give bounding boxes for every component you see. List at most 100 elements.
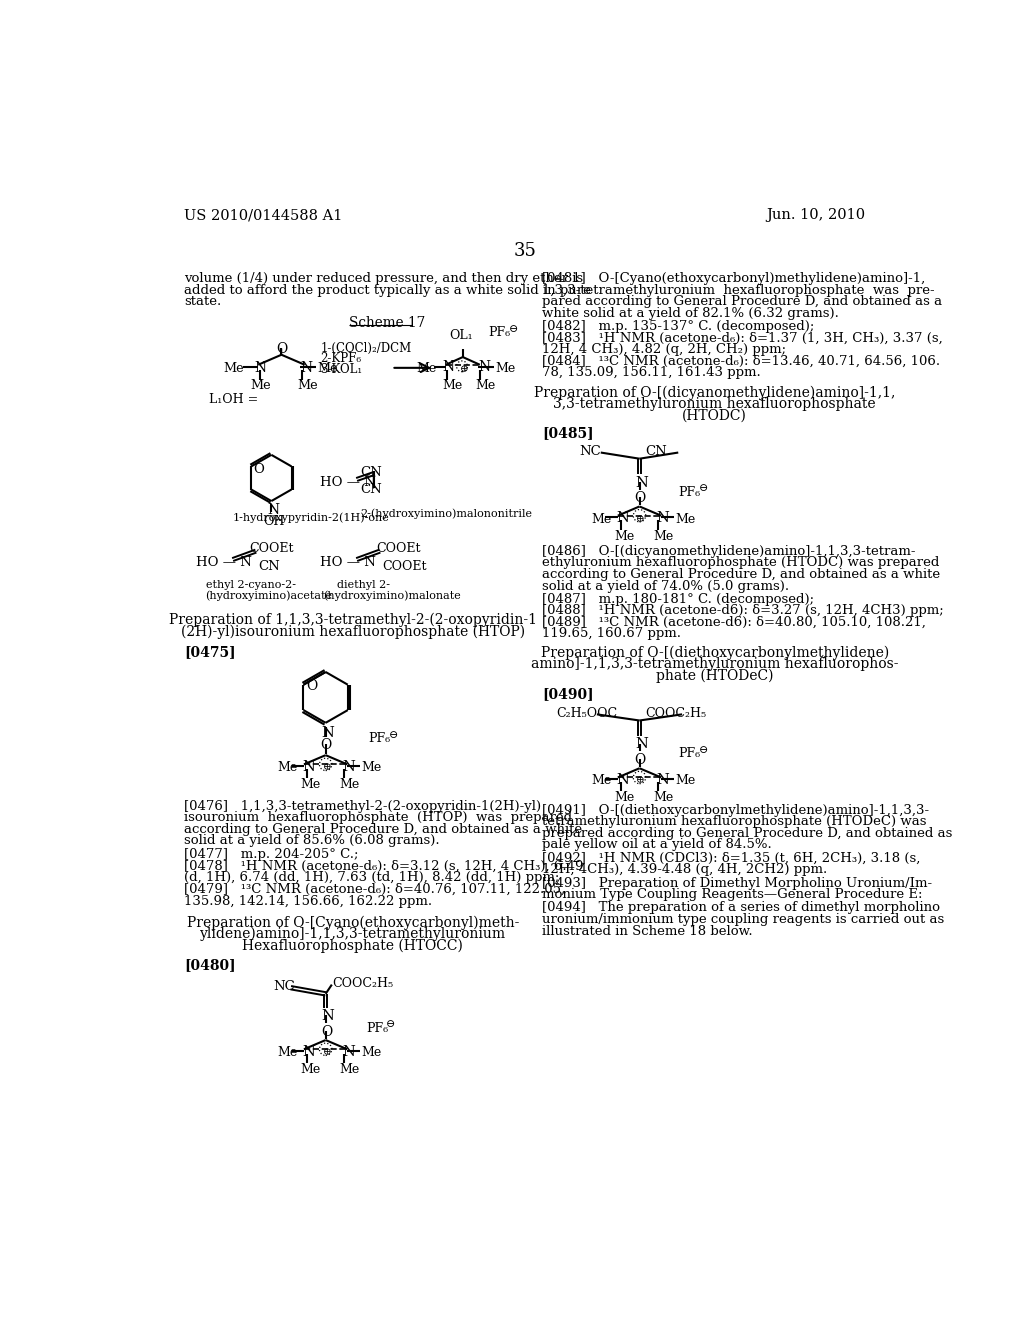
Text: N: N [616,774,629,787]
Text: PF₆: PF₆ [369,733,390,744]
Text: [0485]: [0485] [542,426,594,441]
Text: Me: Me [340,1063,359,1076]
Text: C₂H₅OOC: C₂H₅OOC [556,706,616,719]
Text: illustrated in Scheme 18 below.: illustrated in Scheme 18 below. [542,924,753,937]
Text: Preparation of O-[Cyano(ethoxycarbonyl)meth-: Preparation of O-[Cyano(ethoxycarbonyl)m… [186,915,519,929]
Text: US 2010/0144588 A1: US 2010/0144588 A1 [183,209,342,223]
Text: [0493]   Preparation of Dimethyl Morpholino Uronium/Im-: [0493] Preparation of Dimethyl Morpholin… [542,876,932,890]
Text: PF₆: PF₆ [488,326,511,339]
Text: [0479]   ¹³C NMR (acetone-d₆): δ=40.76, 107.11, 122.05,: [0479] ¹³C NMR (acetone-d₆): δ=40.76, 10… [183,883,565,896]
Text: Me: Me [496,363,516,375]
Text: [0482]   m.p. 135-137° C. (decomposed);: [0482] m.p. 135-137° C. (decomposed); [542,321,814,333]
Text: N: N [302,760,315,774]
Text: Me: Me [675,775,695,788]
Text: ethyluronium hexafluorophosphate (HTODC) was prepared: ethyluronium hexafluorophosphate (HTODC)… [542,557,939,569]
Text: NC: NC [273,979,295,993]
Text: N: N [478,360,490,374]
Text: according to General Procedure D, and obtained as a white: according to General Procedure D, and ob… [542,568,940,581]
Text: Preparation of 1,1,3,3-tetramethyl-2-(2-oxopyridin-1: Preparation of 1,1,3,3-tetramethyl-2-(2-… [169,612,537,627]
Text: [0476]   1,1,3,3-tetramethyl-2-(2-oxopyridin-1(2H)-yl): [0476] 1,1,3,3-tetramethyl-2-(2-oxopyrid… [183,800,541,813]
Text: O: O [322,1024,333,1039]
Text: 2-KPF₆: 2-KPF₆ [321,352,361,366]
Text: N: N [267,503,280,517]
Text: phate (HTODeC): phate (HTODeC) [656,669,773,684]
Text: Me: Me [614,792,635,804]
Text: 3,3-tetramethyluronium hexafluorophosphate: 3,3-tetramethyluronium hexafluorophospha… [553,397,876,411]
Text: [0484]   ¹³C NMR (acetone-d₆): δ=13.46, 40.71, 64.56, 106.: [0484] ¹³C NMR (acetone-d₆): δ=13.46, 40… [542,355,940,368]
Text: N: N [343,1044,355,1059]
Text: 12H, 4 CH₃), 4.82 (q, 2H, CH₂) ppm;: 12H, 4 CH₃), 4.82 (q, 2H, CH₂) ppm; [542,343,786,356]
Text: Me: Me [251,379,271,392]
Text: volume (1/4) under reduced pressure, and then dry ether is: volume (1/4) under reduced pressure, and… [183,272,583,285]
Text: Me: Me [475,379,496,392]
Text: according to General Procedure D, and obtained as a white: according to General Procedure D, and ob… [183,822,582,836]
Text: solid at a yield of 74.0% (5.0 grams).: solid at a yield of 74.0% (5.0 grams). [542,579,788,593]
Text: (HTODC): (HTODC) [682,409,748,422]
Text: ⊕: ⊕ [323,1048,332,1057]
Text: O: O [321,738,332,752]
Text: Hexafluorophosphate (HTOCC): Hexafluorophosphate (HTOCC) [243,939,463,953]
Text: solid at a yield of 85.6% (6.08 grams).: solid at a yield of 85.6% (6.08 grams). [183,834,439,847]
Text: Me: Me [361,1047,382,1059]
Text: white solid at a yield of 82.1% (6.32 grams).: white solid at a yield of 82.1% (6.32 gr… [542,308,839,319]
Text: [0494]   The preparation of a series of dimethyl morpholino: [0494] The preparation of a series of di… [542,902,940,915]
Text: CN: CN [258,561,280,573]
Text: [0490]: [0490] [542,686,594,701]
Text: [0486]   O-[(dicyanomethylidene)amino]-1,1,3,3-tetram-: [0486] O-[(dicyanomethylidene)amino]-1,1… [542,545,915,558]
Text: ylidene)amino]-1,1,3,3-tetramethyluronium: ylidene)amino]-1,1,3,3-tetramethyluroniu… [200,927,506,941]
Text: Me: Me [317,363,338,375]
Text: ethyl 2-cyano-2-: ethyl 2-cyano-2- [206,581,296,590]
Text: L₁OH =: L₁OH = [209,393,259,407]
Text: uronium/immonium type coupling reagents is carried out as: uronium/immonium type coupling reagents … [542,913,944,927]
Text: (2H)-yl)isouronium hexafluorophosphate (HTOP): (2H)-yl)isouronium hexafluorophosphate (… [180,624,525,639]
Text: PF₆: PF₆ [678,747,700,760]
Text: added to afford the product typically as a white solid in pure: added to afford the product typically as… [183,284,591,297]
Text: N: N [656,511,670,525]
Text: 12H, 4CH₃), 4.39-4.48 (q, 4H, 2CH2) ppm.: 12H, 4CH₃), 4.39-4.48 (q, 4H, 2CH2) ppm. [542,863,827,876]
Text: OL₁: OL₁ [450,330,473,342]
Text: ⊕: ⊕ [636,515,645,524]
Text: COOC₂H₅: COOC₂H₅ [332,977,393,990]
Text: Me: Me [361,762,382,775]
Text: N: N [321,726,334,741]
Text: ⊕: ⊕ [323,763,332,772]
Text: N: N [322,1010,335,1023]
Text: 2-(hydroxyimino)malononitrile: 2-(hydroxyimino)malononitrile [360,508,532,519]
Text: diethyl 2-: diethyl 2- [337,581,390,590]
Text: Me: Me [301,1063,322,1076]
Text: Me: Me [592,512,611,525]
Text: pared according to General Procedure D, and obtained as a: pared according to General Procedure D, … [542,296,942,309]
Text: N: N [616,511,629,525]
Text: (d, 1H), 6.74 (dd, 1H), 7.63 (td, 1H), 8.42 (dd, 1H) ppm;: (d, 1H), 6.74 (dd, 1H), 7.63 (td, 1H), 8… [183,871,559,884]
Text: tetramethyluronium hexafluorophosphate (HTODeC) was: tetramethyluronium hexafluorophosphate (… [542,816,927,828]
Text: 1-hydroxypyridin-2(1H)-one: 1-hydroxypyridin-2(1H)-one [232,512,389,523]
Text: 1-(COCl)₂/DCM: 1-(COCl)₂/DCM [321,342,412,355]
Text: Scheme 17: Scheme 17 [349,317,425,330]
Text: CN: CN [360,466,382,479]
Text: [0487]   m.p. 180-181° C. (decomposed);: [0487] m.p. 180-181° C. (decomposed); [542,593,814,606]
Text: Me: Me [278,1047,298,1059]
Text: HO — N: HO — N [321,557,376,569]
Text: NC: NC [579,445,601,458]
Text: isouronium  hexafluorophosphate  (HTOP)  was  prepared: isouronium hexafluorophosphate (HTOP) wa… [183,812,572,825]
Text: Me: Me [653,792,674,804]
Text: Me: Me [614,529,635,543]
Text: Preparation of O-[(dicyanomethylidene)amino]-1,1,: Preparation of O-[(dicyanomethylidene)am… [534,385,895,400]
Text: [0488]   ¹H NMR (acetone-d6): δ=3.27 (s, 12H, 4CH3) ppm;: [0488] ¹H NMR (acetone-d6): δ=3.27 (s, 1… [542,605,943,618]
Text: Me: Me [592,775,611,788]
Text: ⊖: ⊖ [389,730,398,739]
Text: Me: Me [442,379,463,392]
Text: ⊕: ⊕ [636,776,645,785]
Text: [0489]   ¹³C NMR (acetone-d6): δ=40.80, 105.10, 108.21,: [0489] ¹³C NMR (acetone-d6): δ=40.80, 10… [542,615,926,628]
Text: N: N [442,360,454,374]
Text: CN: CN [646,445,668,458]
Text: 3-KOL₁: 3-KOL₁ [321,363,362,376]
Text: ⊕: ⊕ [460,366,468,375]
Text: Me: Me [653,529,674,543]
Text: prepared according to General Procedure D, and obtained as: prepared according to General Procedure … [542,826,952,840]
Text: [0480]: [0480] [183,958,236,972]
Text: [0481]   O-[Cyano(ethoxycarbonyl)methylidene)amino]-1,: [0481] O-[Cyano(ethoxycarbonyl)methylide… [542,272,925,285]
Text: N: N [656,774,670,787]
Text: CN: CN [360,483,382,496]
Text: Me: Me [278,762,298,775]
